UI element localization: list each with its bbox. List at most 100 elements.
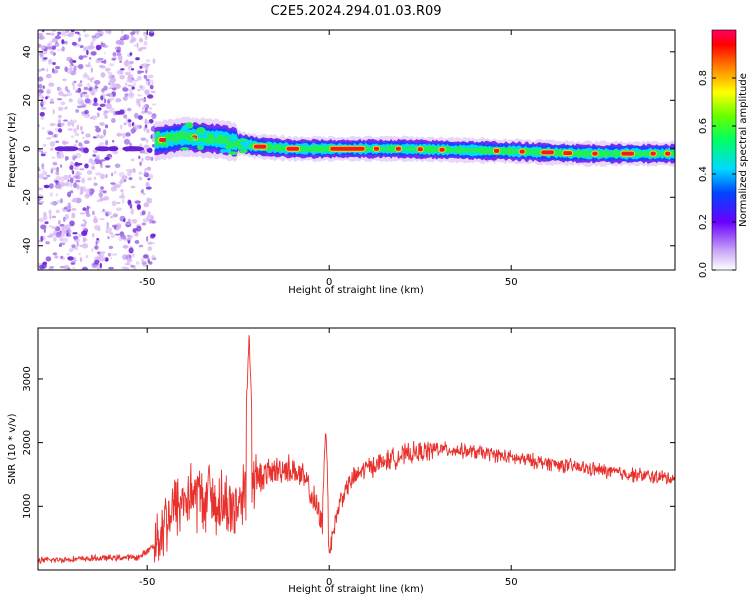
ridge-hot-red (563, 151, 573, 156)
noise-speck (137, 88, 141, 92)
ridge-blob (197, 133, 203, 139)
noise-speck (62, 237, 69, 243)
noise-speck (60, 122, 65, 127)
y-tick-label: 1000 (22, 494, 33, 519)
noise-speck (122, 96, 128, 101)
noise-speck (134, 240, 140, 244)
noise-speck (38, 202, 43, 205)
noise-speck (44, 171, 48, 176)
noise-speck (99, 262, 103, 269)
noise-speck (94, 80, 101, 85)
noise-speck (83, 147, 89, 154)
noise-speck (56, 166, 59, 173)
noise-speck (97, 251, 101, 255)
noise-speck (58, 91, 64, 96)
noise-speck (55, 134, 59, 137)
noise-speck (134, 125, 140, 130)
noise-speck (96, 112, 100, 118)
noise-speck (136, 42, 139, 48)
noise-speck (79, 80, 83, 83)
noise-speck (130, 264, 135, 268)
noise-speck (41, 126, 45, 130)
noise-speck (92, 210, 95, 216)
colorbar-tick-label: 0.2 (698, 214, 709, 230)
noise-speck (133, 79, 139, 82)
noise-speck (94, 245, 99, 250)
noise-speck (58, 219, 61, 225)
noise-speck (138, 176, 143, 181)
ridge-blob (155, 131, 161, 136)
noise-speck (138, 155, 141, 160)
noise-speck (86, 213, 91, 218)
noise-speck (82, 219, 86, 222)
noise-speck (86, 170, 93, 175)
noise-speck (92, 102, 99, 107)
noise-speck (52, 109, 55, 115)
noise-speck (78, 253, 81, 256)
ridge-hot-red (286, 146, 300, 151)
ridge-hot-red (541, 150, 554, 155)
noise-speck (71, 212, 75, 217)
noise-speck (102, 45, 109, 48)
noise-speck (112, 224, 118, 228)
noise-speck (41, 201, 44, 204)
noise-speck (103, 129, 107, 136)
noise-speck (136, 225, 142, 232)
noise-speck (40, 116, 44, 120)
noise-speck (135, 261, 140, 265)
noise-speck (111, 58, 116, 61)
noise-speck (123, 138, 131, 145)
noise-speck (82, 91, 88, 95)
noise-speck (77, 98, 83, 104)
noise-speck (144, 168, 147, 175)
noise-speck (38, 83, 43, 89)
noise-speck (78, 33, 82, 37)
noise-speck (52, 62, 56, 65)
noise-speck (76, 124, 80, 130)
noise-speck (141, 188, 145, 194)
noise-speck (84, 46, 91, 51)
noise-speck (147, 211, 152, 218)
noise-speck (122, 132, 127, 139)
noise-speck (84, 33, 90, 38)
noise-speck (68, 248, 73, 253)
noise-speck (49, 123, 56, 127)
noise-speck (123, 122, 127, 126)
y-tick-label: -40 (22, 238, 33, 254)
noise-speck (42, 85, 45, 89)
noise-speck (42, 30, 45, 33)
noise-speck (38, 217, 45, 223)
noise-speck (137, 94, 143, 97)
noise-speck (62, 216, 66, 222)
noise-speck (90, 67, 93, 73)
noise-speck (129, 246, 134, 253)
noise-speck (63, 107, 67, 110)
noise-speck (74, 167, 79, 170)
noise-speck (151, 255, 156, 260)
noise-speck (147, 246, 153, 252)
noise-speck (146, 111, 153, 115)
noise-speck (141, 46, 147, 50)
noise-speck (99, 196, 104, 202)
noise-speck (96, 265, 101, 270)
noise-speck (69, 220, 75, 227)
noise-speck (60, 164, 63, 168)
noise-speck (121, 198, 125, 204)
noise-speck (88, 61, 91, 66)
noise-speck (105, 226, 109, 230)
noise-speck (73, 65, 77, 71)
noise-speck (94, 125, 100, 128)
noise-speck (45, 96, 48, 100)
noise-speck (141, 106, 144, 111)
noise-speck (61, 256, 66, 261)
noise-speck (45, 256, 52, 262)
noise-speck (81, 266, 88, 270)
noise-speck (116, 207, 122, 211)
noise-speck (145, 155, 152, 161)
noise-speck (44, 221, 49, 225)
noise-speck (51, 215, 57, 219)
noise-speck (102, 208, 105, 212)
ridge-hot-red (665, 151, 671, 156)
noise-speck (144, 34, 148, 41)
noise-speck (133, 82, 137, 87)
